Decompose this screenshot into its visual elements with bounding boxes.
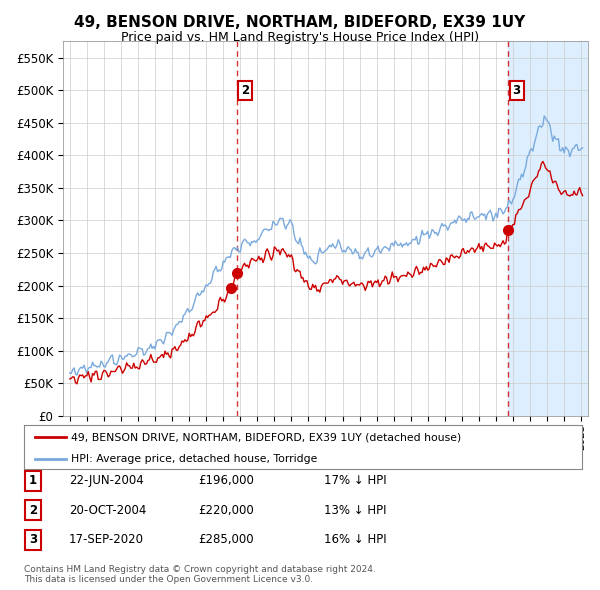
Text: This data is licensed under the Open Government Licence v3.0.: This data is licensed under the Open Gov… — [24, 575, 313, 584]
Text: 2: 2 — [29, 504, 37, 517]
Text: 17% ↓ HPI: 17% ↓ HPI — [324, 474, 386, 487]
Text: 13% ↓ HPI: 13% ↓ HPI — [324, 504, 386, 517]
Bar — [508, 41, 588, 416]
Text: HPI: Average price, detached house, Torridge: HPI: Average price, detached house, Torr… — [71, 454, 318, 464]
Text: 2: 2 — [241, 84, 250, 97]
Text: 49, BENSON DRIVE, NORTHAM, BIDEFORD, EX39 1UY: 49, BENSON DRIVE, NORTHAM, BIDEFORD, EX3… — [74, 15, 526, 30]
Text: 49, BENSON DRIVE, NORTHAM, BIDEFORD, EX39 1UY (detached house): 49, BENSON DRIVE, NORTHAM, BIDEFORD, EX3… — [71, 432, 461, 442]
Text: Price paid vs. HM Land Registry's House Price Index (HPI): Price paid vs. HM Land Registry's House … — [121, 31, 479, 44]
Text: 3: 3 — [29, 533, 37, 546]
Text: 16% ↓ HPI: 16% ↓ HPI — [324, 533, 386, 546]
Text: 17-SEP-2020: 17-SEP-2020 — [69, 533, 144, 546]
Text: 1: 1 — [29, 474, 37, 487]
Text: £196,000: £196,000 — [198, 474, 254, 487]
Text: 22-JUN-2004: 22-JUN-2004 — [69, 474, 144, 487]
Text: £220,000: £220,000 — [198, 504, 254, 517]
Text: 3: 3 — [512, 84, 521, 97]
Text: Contains HM Land Registry data © Crown copyright and database right 2024.: Contains HM Land Registry data © Crown c… — [24, 565, 376, 574]
Text: £285,000: £285,000 — [198, 533, 254, 546]
Text: 20-OCT-2004: 20-OCT-2004 — [69, 504, 146, 517]
